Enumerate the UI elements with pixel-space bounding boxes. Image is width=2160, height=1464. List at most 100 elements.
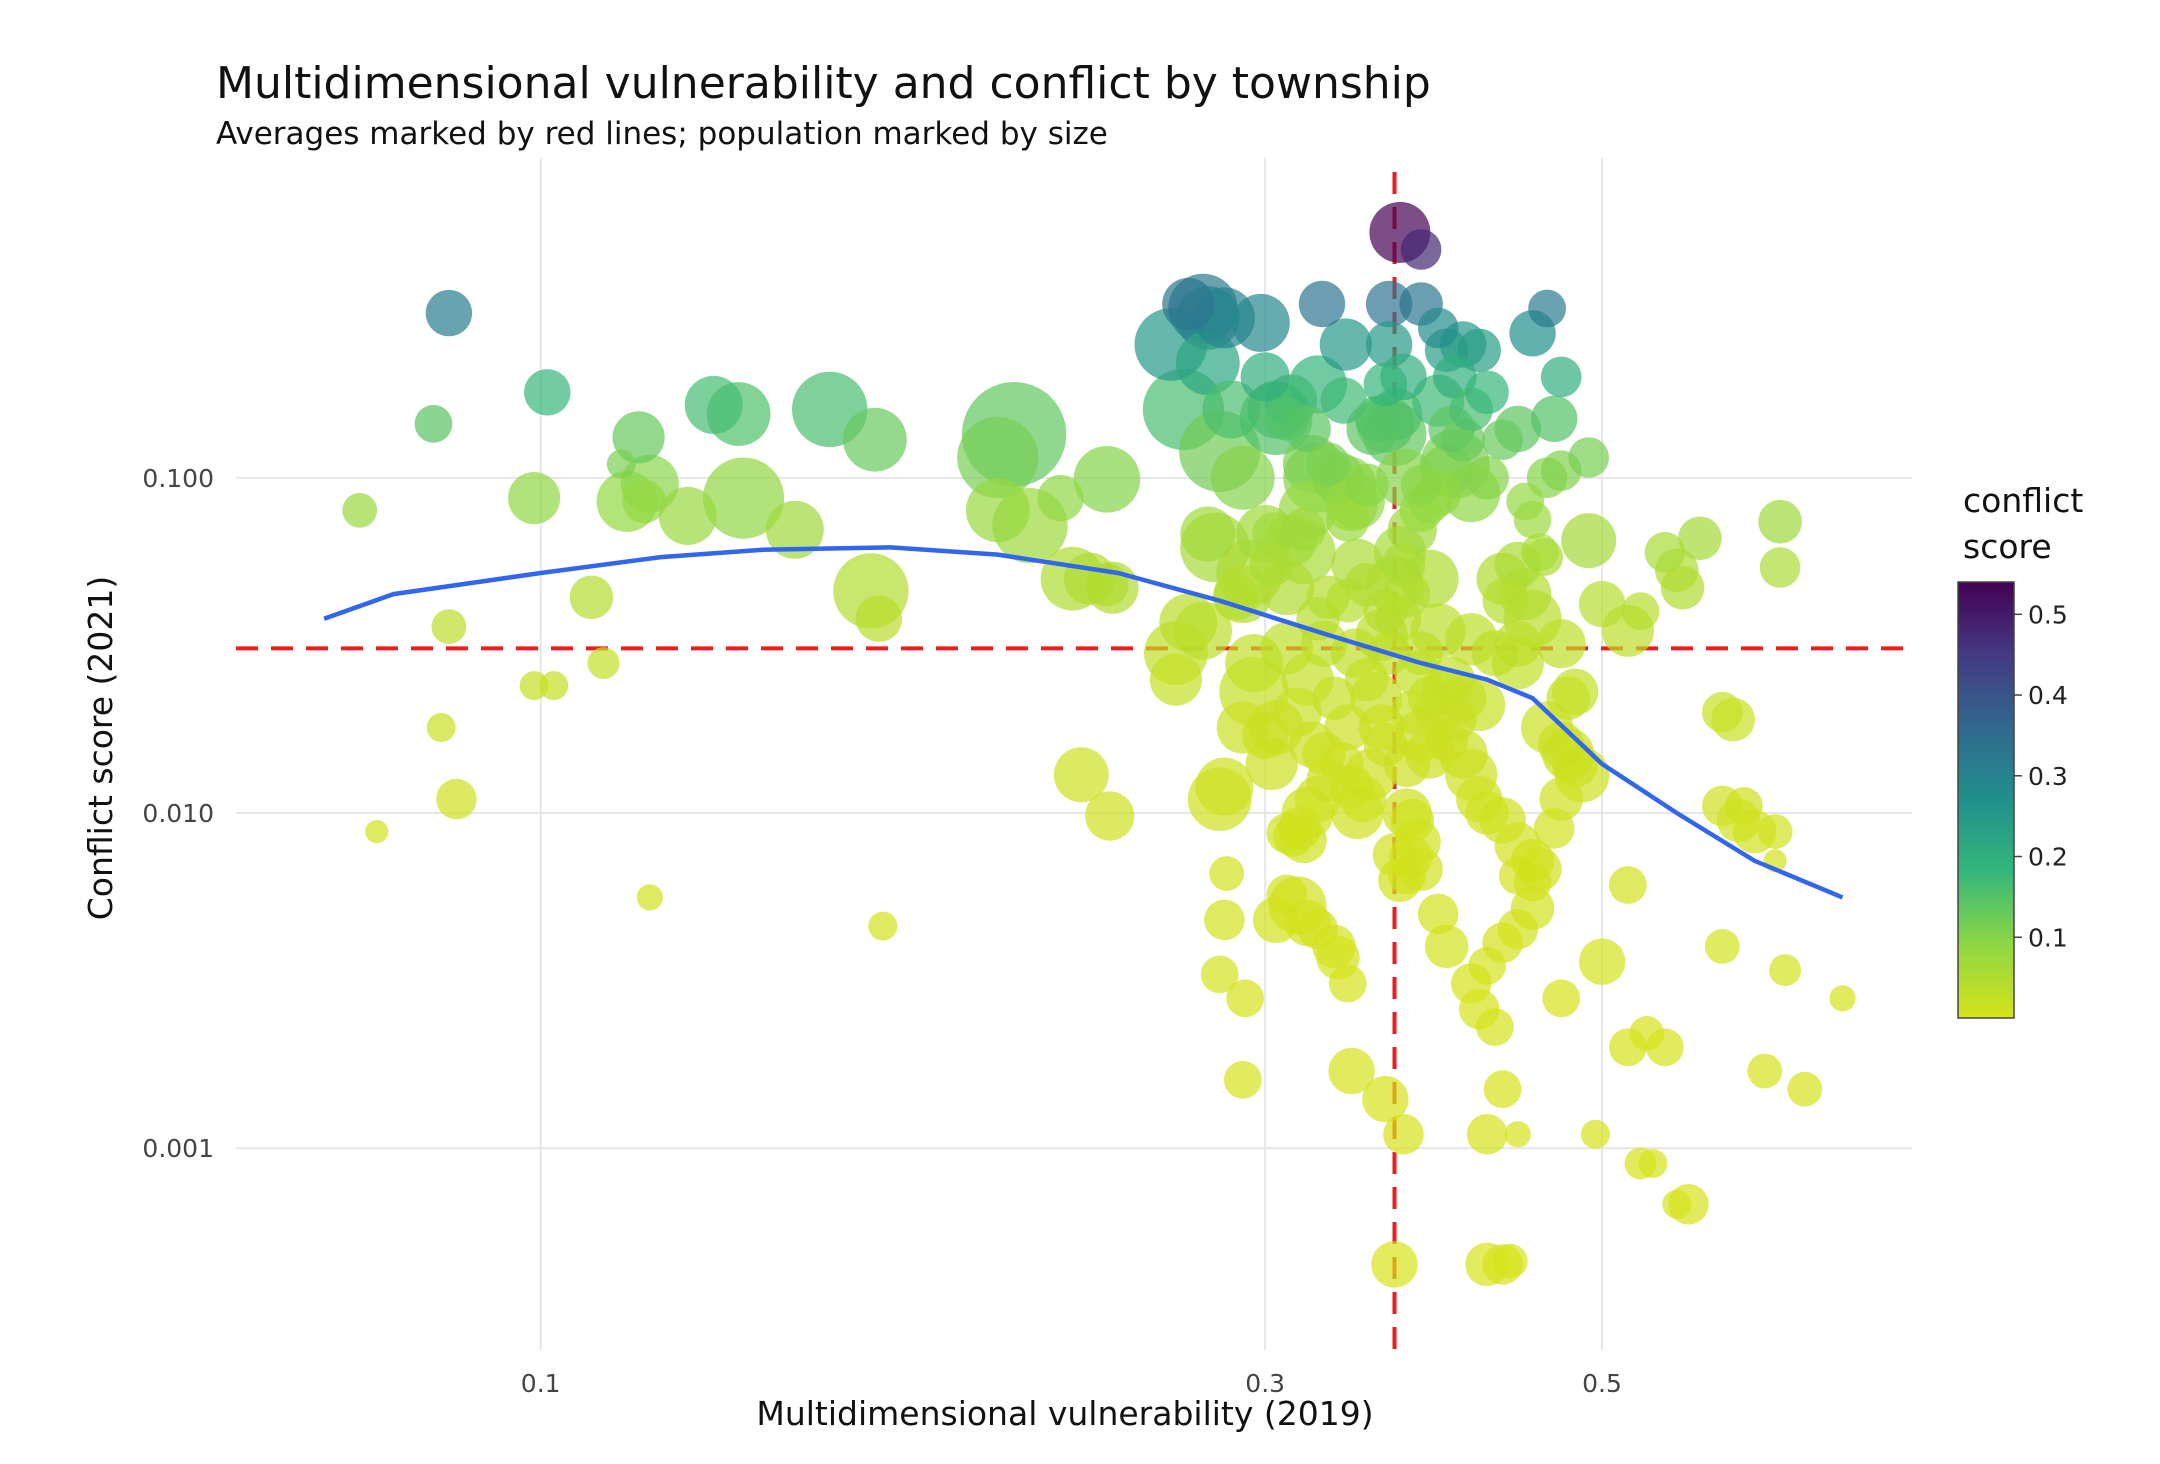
data-point (342, 492, 378, 528)
data-point (1400, 465, 1442, 506)
data-point (1662, 1189, 1692, 1219)
data-point (1085, 791, 1135, 841)
data-point (1390, 798, 1435, 843)
data-point (539, 671, 569, 701)
data-point (1328, 1047, 1375, 1095)
data-point (1281, 508, 1326, 552)
data-point (1424, 924, 1469, 969)
data-point (1298, 280, 1346, 328)
data-point (587, 647, 620, 680)
data-point (1226, 979, 1264, 1018)
data-point (1073, 446, 1141, 513)
axis-ticks: 0.1 0.3 0.5 0.001 0.010 0.100 (142, 464, 1622, 1398)
data-point (1212, 574, 1260, 621)
data-point (1266, 874, 1308, 916)
data-point (1417, 307, 1459, 349)
data-point (1578, 580, 1626, 628)
data-point (1678, 516, 1722, 561)
x-tick-label: 0.1 (521, 1369, 561, 1398)
y-tick-label: 0.010 (142, 799, 214, 828)
data-point (1354, 395, 1402, 442)
data-point (1492, 1243, 1528, 1279)
data-point (1546, 676, 1590, 720)
data-point (1561, 513, 1617, 569)
data-point (1209, 856, 1245, 891)
data-point (1363, 722, 1408, 767)
data-point (1037, 474, 1084, 522)
x-tick-label: 0.5 (1582, 1369, 1622, 1398)
data-point (1757, 814, 1793, 849)
data-point (1400, 229, 1442, 270)
data-point (1498, 856, 1537, 895)
data-point (606, 449, 636, 479)
color-legend: conflict score 0.1 0.2 0.3 0.4 0.5 (1957, 481, 2083, 1019)
data-point (1362, 1076, 1409, 1123)
data-point (1204, 899, 1245, 941)
y-tick-label: 0.100 (142, 464, 214, 493)
data-point (507, 472, 561, 525)
data-point (636, 884, 663, 911)
legend-color-bar (1957, 581, 2015, 1019)
legend-tick-label: 0.2 (2028, 843, 2068, 872)
data-point (965, 478, 1030, 543)
data-point (1542, 979, 1581, 1018)
data-point (1525, 538, 1564, 576)
data-point (1174, 601, 1232, 660)
smooth-trend-line (323, 545, 1844, 900)
legend-title-line-1: conflict (1963, 481, 2083, 520)
data-point (622, 479, 666, 524)
legend-tick-label: 0.4 (2028, 681, 2068, 710)
data-point (425, 289, 473, 337)
data-point (1466, 1114, 1508, 1155)
data-point (1195, 757, 1254, 816)
data-point (1504, 1121, 1531, 1148)
smooth-line-layer (323, 545, 1844, 900)
data-point (1390, 690, 1435, 734)
data-point (1531, 395, 1578, 442)
data-point (658, 486, 717, 545)
data-point (1242, 712, 1289, 759)
data-point (414, 404, 453, 443)
data-point (1162, 277, 1215, 331)
chart-title: Multidimensional vulnerability and confl… (216, 58, 1431, 109)
legend-tick-label: 0.3 (2028, 762, 2068, 791)
data-point (1660, 565, 1705, 610)
data-point (1580, 1119, 1610, 1149)
data-point (1468, 946, 1506, 985)
data-point (1202, 380, 1261, 439)
data-point (1787, 1071, 1823, 1107)
data-point (1371, 1241, 1418, 1288)
data-point (1578, 938, 1626, 985)
legend-tick-label: 0.1 (2028, 923, 2068, 952)
data-point (1476, 1008, 1514, 1046)
data-point (1629, 1016, 1665, 1051)
data-point (569, 575, 614, 620)
data-points (342, 201, 1856, 1288)
data-point (524, 369, 571, 416)
legend-title-line-2: score (1963, 527, 2052, 566)
data-point (868, 911, 898, 941)
data-point (1759, 547, 1801, 588)
data-point (1609, 866, 1647, 904)
data-point (1758, 499, 1802, 544)
data-point (1769, 954, 1802, 987)
data-point (1483, 1070, 1522, 1109)
data-point (1265, 397, 1309, 441)
data-point (1482, 577, 1529, 624)
data-point (1381, 543, 1426, 587)
data-point (1702, 691, 1743, 733)
data-point (1365, 280, 1413, 328)
data-point (1644, 531, 1686, 573)
data-point (1149, 653, 1202, 706)
data-point (1240, 352, 1290, 402)
data-point (426, 713, 456, 742)
data-point (1747, 1053, 1783, 1089)
data-point (1417, 893, 1459, 935)
data-point (1306, 442, 1350, 486)
data-point (1312, 676, 1356, 720)
x-tick-label: 0.3 (1245, 1369, 1285, 1398)
data-point (1328, 964, 1367, 1003)
data-point (1345, 463, 1389, 508)
data-point (1482, 419, 1523, 461)
